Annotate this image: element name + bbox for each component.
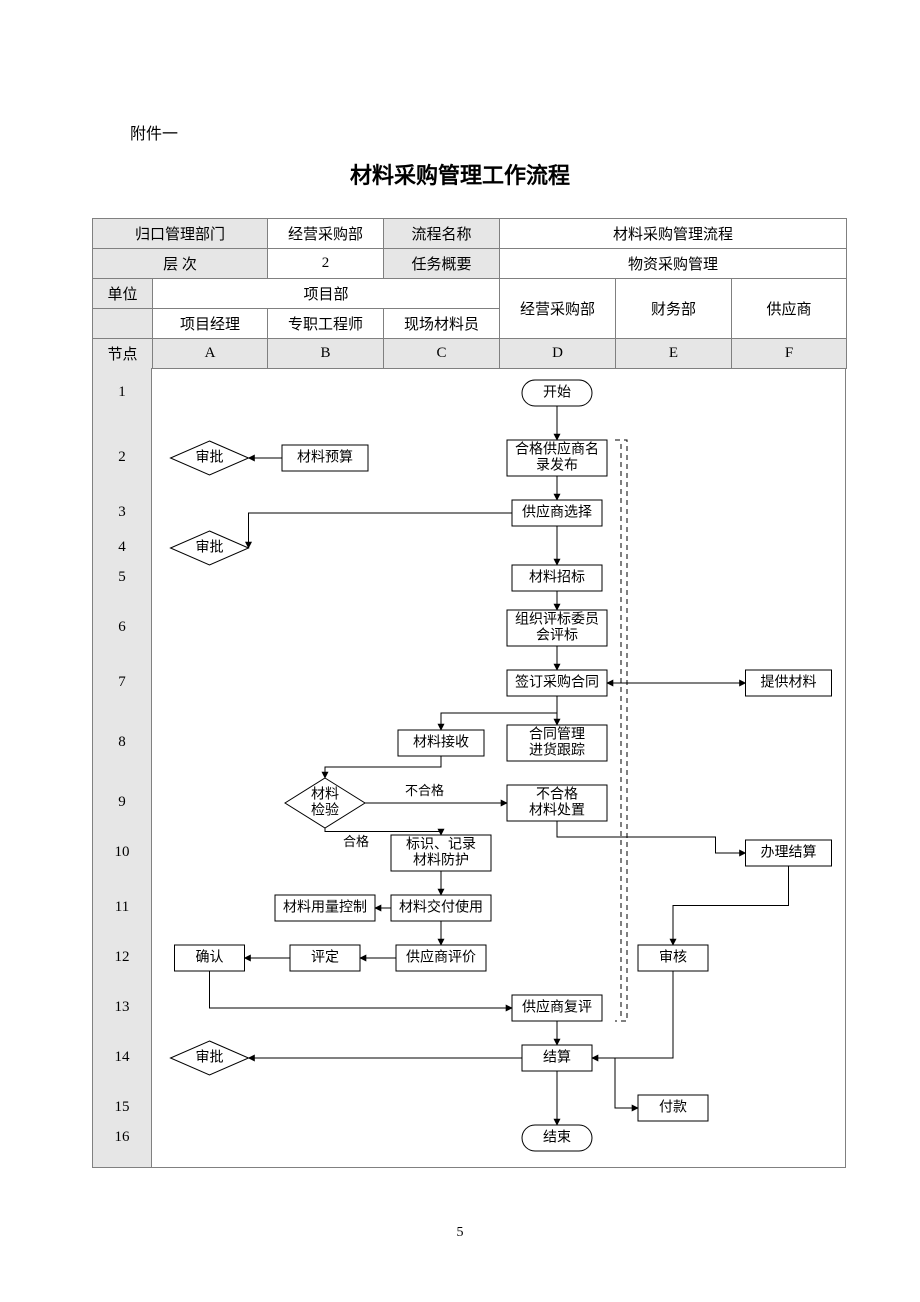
node-n2a: 审批	[171, 441, 249, 475]
hdr-row-1: 归口管理部门 经营采购部 流程名称 材料采购管理流程	[93, 219, 847, 249]
svg-text:审批: 审批	[196, 1050, 224, 1066]
hdr-r3c2: 项目部	[153, 279, 500, 309]
svg-text:合格: 合格	[343, 834, 369, 849]
hdr-r1c4: 材料采购管理流程	[500, 219, 847, 249]
node-n9d: 不合格材料处置	[507, 785, 607, 821]
hdr-r1c3: 流程名称	[384, 219, 500, 249]
node-n10f: 办理结算	[746, 840, 832, 866]
hdr-r4c3: 专职工程师	[268, 309, 384, 339]
hdr-r4c4: 现场材料员	[384, 309, 500, 339]
svg-text:进货跟踪: 进货跟踪	[529, 742, 585, 759]
svg-text:合格供应商名: 合格供应商名	[515, 441, 599, 458]
annex-label: 附件一	[130, 120, 178, 144]
page-number: 5	[0, 1225, 920, 1241]
page: 附件一 材料采购管理工作流程 归口管理部门 经营采购部 流程名称 材料采购管理流…	[0, 0, 920, 1302]
node-n10c: 标识、记录材料防护	[391, 835, 491, 871]
svg-text:审核: 审核	[659, 950, 687, 966]
node-n7d: 签订采购合同	[507, 670, 607, 696]
hdr-r5c6: E	[616, 339, 732, 369]
hdr-r5c3: B	[268, 339, 384, 369]
node-n5d: 材料招标	[512, 565, 602, 591]
svg-text:供应商选择: 供应商选择	[522, 504, 592, 521]
node-n9b: 材料检验	[285, 778, 365, 828]
svg-text:供应商复评: 供应商复评	[522, 999, 592, 1016]
node-n8c: 材料接收	[398, 730, 484, 756]
node-n11b: 材料用量控制	[275, 895, 375, 921]
hdr-r2c3: 任务概要	[384, 249, 500, 279]
hdr-r1c2: 经营采购部	[268, 219, 384, 249]
hdr-r2c4: 物资采购管理	[500, 249, 847, 279]
hdr-r2c2: 2	[268, 249, 384, 279]
hdr-r2c1: 层 次	[93, 249, 268, 279]
node-n3d: 供应商选择	[512, 500, 602, 526]
svg-text:材料处置: 材料处置	[529, 803, 585, 819]
node-n4a: 审批	[171, 531, 249, 565]
svg-text:会评标: 会评标	[536, 628, 578, 644]
svg-text:审批: 审批	[196, 540, 224, 556]
node-n14d: 结算	[522, 1045, 592, 1071]
svg-text:提供材料: 提供材料	[761, 675, 817, 691]
node-n2b: 材料预算	[282, 445, 368, 471]
svg-text:评定: 评定	[311, 950, 339, 966]
hdr-r3c6: 财务部	[616, 279, 732, 339]
hdr-r4c1	[93, 309, 153, 339]
svg-text:材料用量控制: 材料用量控制	[283, 900, 367, 916]
svg-text:签订采购合同: 签订采购合同	[515, 674, 599, 691]
node-n6d: 组织评标委员会评标	[507, 610, 607, 646]
svg-text:不合格: 不合格	[405, 783, 444, 798]
hdr-row-2: 层 次 2 任务概要 物资采购管理	[93, 249, 847, 279]
svg-text:付款: 付款	[659, 1100, 687, 1116]
hdr-r5c1: 节点	[93, 339, 153, 369]
svg-text:材料防护: 材料防护	[413, 853, 469, 869]
svg-text:审批: 审批	[196, 450, 224, 466]
hdr-r5c4: C	[384, 339, 500, 369]
node-n7f: 提供材料	[746, 670, 832, 696]
hdr-r5c5: D	[500, 339, 616, 369]
svg-text:结束: 结束	[543, 1130, 571, 1146]
node-n15e: 付款	[638, 1095, 708, 1121]
svg-text:标识、记录: 标识、记录	[406, 837, 476, 853]
hdr-r4c2: 项目经理	[153, 309, 268, 339]
hdr-r3c1: 单位	[93, 279, 153, 309]
node-n13d: 供应商复评	[512, 995, 602, 1021]
svg-text:材料招标: 材料招标	[529, 570, 585, 586]
svg-text:确认: 确认	[196, 950, 224, 966]
node-n12e: 审核	[638, 945, 708, 971]
hdr-r3c7: 供应商	[732, 279, 847, 339]
svg-text:结算: 结算	[543, 1050, 571, 1066]
node-n12c: 供应商评价	[396, 945, 486, 971]
hdr-r5c2: A	[153, 339, 268, 369]
svg-text:不合格: 不合格	[536, 787, 578, 803]
node-n12a: 确认	[175, 945, 245, 971]
node-n8d: 合同管理进货跟踪	[507, 725, 607, 761]
hdr-row-3: 单位 项目部 经营采购部 财务部 供应商	[93, 279, 847, 309]
node-n14a: 审批	[171, 1041, 249, 1075]
svg-text:组织评标委员: 组织评标委员	[515, 612, 599, 628]
svg-text:办理结算: 办理结算	[761, 845, 817, 861]
svg-text:材料预算: 材料预算	[297, 450, 353, 466]
node-end: 结束	[522, 1125, 592, 1151]
node-n11c: 材料交付使用	[391, 895, 491, 921]
hdr-r3c5: 经营采购部	[500, 279, 616, 339]
node-start: 开始	[522, 380, 592, 406]
hdr-r5c7: F	[732, 339, 847, 369]
svg-text:录发布: 录发布	[536, 458, 578, 474]
svg-text:材料: 材料	[311, 787, 339, 803]
svg-text:供应商评价: 供应商评价	[406, 949, 476, 966]
hdr-r1c1: 归口管理部门	[93, 219, 268, 249]
node-n12b: 评定	[290, 945, 360, 971]
node-n2d: 合格供应商名录发布	[507, 440, 607, 476]
svg-text:检验: 检验	[311, 803, 339, 819]
svg-text:材料接收: 材料接收	[413, 734, 469, 751]
header-table: 归口管理部门 经营采购部 流程名称 材料采购管理流程 层 次 2 任务概要 物资…	[92, 218, 847, 369]
hdr-row-5: 节点 A B C D E F	[93, 339, 847, 369]
svg-text:合同管理: 合同管理	[529, 727, 585, 743]
svg-text:材料交付使用: 材料交付使用	[399, 899, 483, 916]
flowchart: 开始审批材料预算合格供应商名录发布供应商选择审批材料招标组织评标委员会评标签订采…	[92, 368, 846, 1168]
page-title: 材料采购管理工作流程	[0, 158, 920, 190]
svg-text:开始: 开始	[543, 385, 571, 401]
